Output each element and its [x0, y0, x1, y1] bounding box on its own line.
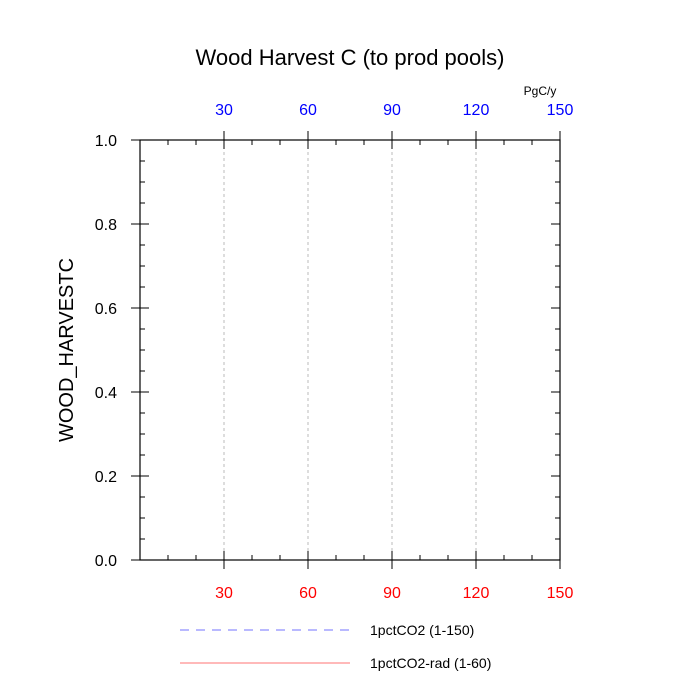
x-tick-label-top: 120	[463, 102, 490, 119]
x-tick-label-top: 60	[299, 102, 317, 119]
chart-title: Wood Harvest C (to prod pools)	[196, 45, 505, 70]
unit-label: PgC/y	[524, 84, 557, 98]
x-tick-label-bottom: 30	[215, 585, 233, 602]
x-tick-label-top: 150	[547, 102, 574, 119]
x-tick-label-bottom: 60	[299, 585, 317, 602]
legend-label-2: 1pctCO2-rad (1-60)	[370, 655, 491, 671]
x-tick-label-bottom: 150	[547, 585, 574, 602]
y-tick-label: 0.8	[95, 217, 117, 234]
y-tick-label: 0.6	[95, 301, 117, 318]
y-tick-label: 1.0	[95, 133, 117, 150]
legend-label-1: 1pctCO2 (1-150)	[370, 622, 474, 638]
y-axis-label: WOOD_HARVESTC	[56, 258, 78, 442]
x-tick-label-bottom: 90	[383, 585, 401, 602]
y-tick-label: 0.2	[95, 469, 117, 486]
y-tick-label: 0.0	[95, 553, 117, 570]
y-tick-label: 0.4	[95, 385, 117, 402]
x-tick-label-bottom: 120	[463, 585, 490, 602]
x-tick-label-top: 30	[215, 102, 233, 119]
x-tick-label-top: 90	[383, 102, 401, 119]
plot-frame	[139, 139, 561, 561]
